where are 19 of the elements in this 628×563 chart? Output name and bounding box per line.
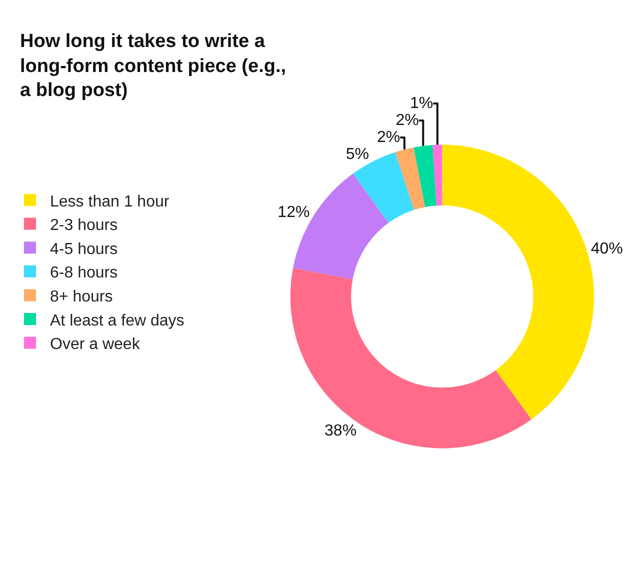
legend-label: Over a week: [50, 336, 141, 354]
legend-label: 8+ hours: [50, 288, 113, 306]
data-label: 2%: [377, 128, 400, 146]
legend-label: 6-8 hours: [50, 264, 118, 282]
legend-label: At least a few days: [50, 312, 184, 330]
donut-slice: [432, 144, 442, 206]
legend-label: Less than 1 hour: [50, 193, 170, 210]
data-label: 12%: [278, 204, 310, 222]
data-label: 2%: [396, 112, 419, 129]
legend-label: 2-3 hours: [50, 217, 118, 234]
donut-slice: [395, 147, 426, 210]
donut-slice: [290, 268, 532, 448]
donut-slice: [414, 144, 436, 208]
legend-label: 4-5 hours: [50, 240, 118, 258]
data-label: 38%: [324, 422, 357, 440]
data-label: 1%: [410, 94, 434, 112]
chart-title: How long it takes to write a long-form content piece (e.g., a blog post): [20, 30, 288, 104]
data-label: 5%: [346, 146, 369, 163]
data-label: 40%: [590, 240, 623, 258]
